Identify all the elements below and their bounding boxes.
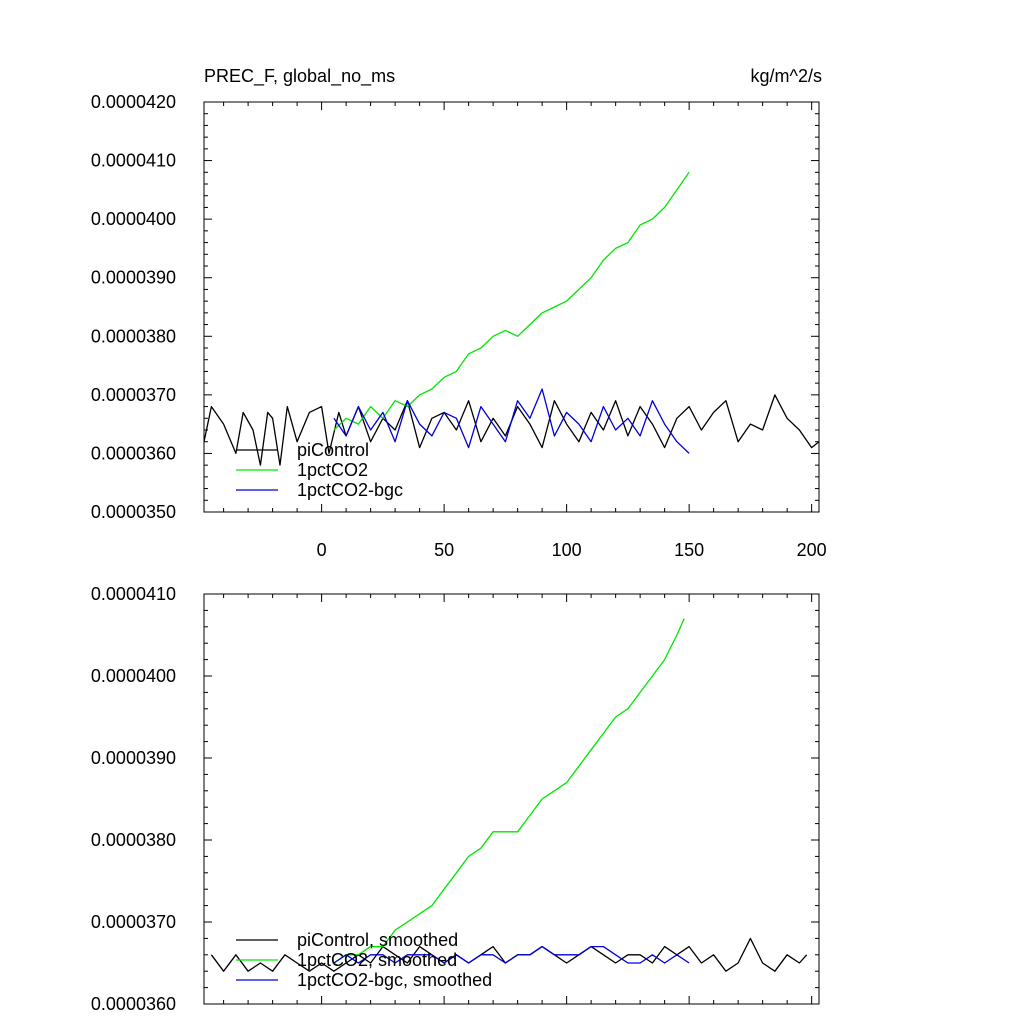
series-line-3 — [333, 945, 690, 964]
y-tick-label: 0.0000360 — [91, 994, 176, 1014]
panel-title: PREC_F, global_no_ms — [204, 66, 395, 87]
legend-label: 1pctCO2, smoothed — [297, 950, 457, 970]
y-tick-label: 0.0000410 — [91, 151, 176, 171]
y-tick-label: 0.0000370 — [91, 912, 176, 932]
x-tick-label: 50 — [434, 540, 454, 560]
y-tick-label: 0.0000380 — [91, 830, 176, 850]
y-tick-label: 0.0000400 — [91, 666, 176, 686]
legend-label: 1pctCO2-bgc — [297, 480, 403, 500]
series-line-3 — [333, 388, 690, 454]
y-tick-label: 0.0000380 — [91, 326, 176, 346]
x-tick-label: 100 — [552, 540, 582, 560]
series-line-2 — [333, 171, 690, 431]
panel-top: PREC_F, global_no_ms kg/m^2/s 0.0000350 0… — [91, 66, 827, 560]
y-tick-label: 0.0000360 — [91, 443, 176, 463]
legend-label: piControl, smoothed — [297, 930, 458, 950]
x-tick-label: 150 — [674, 540, 704, 560]
panel-bottom: 0.0000360 0.0000370 0.0000380 0.0000390 0.00… — [91, 584, 820, 1014]
y-tick-label: 0.0000390 — [91, 748, 176, 768]
panel-units: kg/m^2/s — [751, 66, 822, 86]
plot-frame — [203, 593, 820, 1005]
y-tick-label: 0.0000400 — [91, 209, 176, 229]
y-tick-label: 0.0000350 — [91, 502, 176, 522]
y-tick-label: 0.0000390 — [91, 268, 176, 288]
x-tick-label: 200 — [797, 540, 827, 560]
legend-label: 1pctCO2 — [297, 460, 368, 480]
series-line-2 — [333, 618, 685, 964]
series-line-1 — [203, 394, 820, 466]
x-tick-label: 0 — [317, 540, 327, 560]
legend-label: 1pctCO2-bgc, smoothed — [297, 970, 492, 990]
y-tick-label: 0.0000420 — [91, 92, 176, 112]
plot-frame — [203, 101, 820, 513]
legend-label: piControl — [297, 440, 369, 460]
y-tick-label: 0.0000370 — [91, 385, 176, 405]
y-tick-label: 0.0000410 — [91, 584, 176, 604]
